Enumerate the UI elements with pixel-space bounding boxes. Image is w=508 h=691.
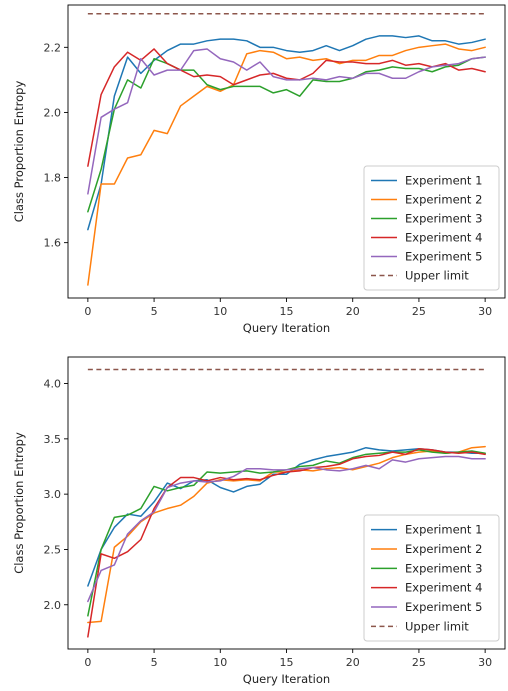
- chart-2-legend-label-2: Experiment 2: [405, 542, 482, 556]
- chart-2-y-tick-label-4: 4.0: [44, 378, 62, 391]
- chart-2-y-tick-label-3: 3.5: [44, 433, 62, 446]
- chart-1-y-tick-label-2: 2.0: [44, 106, 62, 119]
- chart-2-series-line-5: [87, 455, 486, 603]
- chart-2-x-tick-label-3: 15: [280, 656, 294, 669]
- chart-1: 0 5 10 15 20 25 30 1.6 1.8 2.0 2.2 Query Iteration C…: [12, 4, 506, 335]
- chart-2-y-tick-label-1: 2.5: [44, 543, 62, 556]
- chart-2-y-axis-label: Class Proportion Entropy: [12, 432, 26, 574]
- chart-1-legend-label-5: Experiment 5: [405, 250, 482, 264]
- chart-1-legend-box: [363, 165, 500, 291]
- chart-1-legend: Experiment 1 Experiment 2 Experiment 3 Expe…: [363, 165, 500, 291]
- chart-2-x-tick-label-5: 25: [412, 656, 426, 669]
- chart-2-legend: Experiment 1 Experiment 2 Experiment 3 Expe…: [363, 514, 500, 642]
- chart-1-series-line-5: [87, 48, 486, 195]
- chart-1-legend-label-1: Experiment 1: [405, 174, 482, 188]
- chart-1-y-axis-label: Class Proportion Entropy: [12, 81, 26, 223]
- chart-2-x-axis-label: Query Iteration: [243, 672, 330, 686]
- chart-1-legend-label-6: Upper limit: [405, 269, 469, 283]
- chart-2-legend-label-4: Experiment 4: [405, 581, 482, 595]
- chart-1-x-tick-label-4: 20: [346, 305, 360, 318]
- chart-1-x-tick-label-5: 25: [412, 305, 426, 318]
- chart-1-x-tick-label-2: 10: [213, 305, 227, 318]
- chart-1-series-line-3: [87, 56, 486, 213]
- chart-2-x-tick-label-6: 30: [478, 656, 492, 669]
- chart-1-x-tick-label-1: 5: [151, 305, 158, 318]
- chart-2-legend-label-3: Experiment 3: [405, 561, 482, 575]
- chart-2-legend-label-6: Upper limit: [405, 619, 469, 633]
- chart-2-y-tick-label-0: 2.0: [44, 599, 62, 612]
- chart-2-x-tick-label-1: 5: [151, 656, 158, 669]
- chart-1-x-tick-label-0: 0: [84, 305, 91, 318]
- chart-2-y-tick-label-2: 3.0: [44, 488, 62, 501]
- chart-1-series-line-4: [87, 48, 486, 167]
- chart-2-legend-label-5: Experiment 5: [405, 600, 482, 614]
- chart-2-x-tick-label-2: 10: [213, 656, 227, 669]
- chart-2-series-line-4: [87, 448, 486, 638]
- chart-2-x-tick-label-0: 0: [84, 656, 91, 669]
- chart-1-legend-label-2: Experiment 2: [405, 193, 482, 207]
- chart-1-y-tick-label-0: 1.6: [44, 237, 62, 250]
- chart-1-y-tick-label-1: 1.8: [44, 172, 62, 185]
- chart-2-x-tick-label-4: 20: [346, 656, 360, 669]
- chart-1-x-tick-label-6: 30: [478, 305, 492, 318]
- chart-1-y-tick-label-3: 2.2: [44, 41, 62, 54]
- chart-1-legend-label-4: Experiment 4: [405, 231, 482, 245]
- chart-1-x-tick-label-3: 15: [280, 305, 294, 318]
- chart-2: 0 5 10 15 20 25 30 2.0 2.5 3.0 3.5 4.0 Query Iterati…: [12, 356, 506, 686]
- chart-2-legend-label-1: Experiment 1: [405, 523, 482, 537]
- chart-1-x-axis-label: Query Iteration: [243, 321, 330, 335]
- chart-1-series-line-2: [87, 43, 486, 286]
- chart-2-legend-box: [363, 514, 500, 642]
- chart-1-legend-label-3: Experiment 3: [405, 212, 482, 226]
